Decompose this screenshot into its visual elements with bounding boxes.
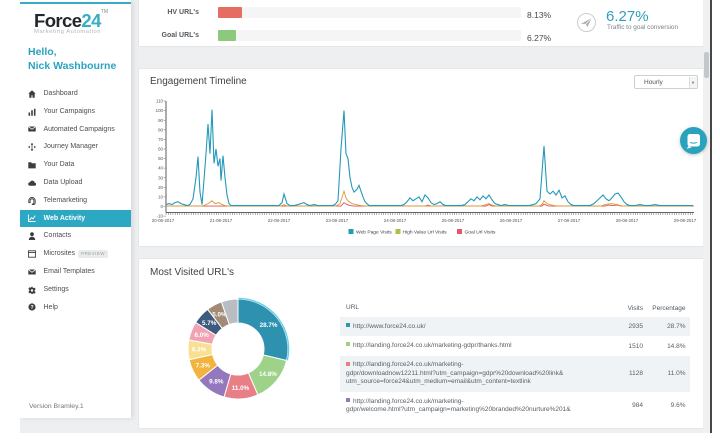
svg-text:5.7%: 5.7%: [202, 320, 217, 327]
svg-text:50: 50: [158, 156, 163, 161]
svg-text:28.7%: 28.7%: [260, 322, 278, 329]
svg-text:24-08-2017: 24-08-2017: [384, 218, 407, 223]
svg-text:Web Page Visits: Web Page Visits: [356, 230, 392, 236]
svg-text:23-08-2017: 23-08-2017: [326, 218, 349, 223]
svg-text:?: ?: [30, 305, 33, 311]
svg-text:28-08-2017: 28-08-2017: [616, 218, 639, 223]
svg-text:80: 80: [158, 127, 163, 132]
svg-text:20: 20: [158, 185, 163, 190]
svg-text:-10: -10: [157, 214, 164, 219]
svg-text:6.0%: 6.0%: [194, 332, 209, 339]
svg-text:110: 110: [156, 99, 164, 104]
svg-text:29-08-2017: 29-08-2017: [674, 218, 697, 223]
svg-text:26-08-2017: 26-08-2017: [500, 218, 523, 223]
svg-text:20-08-2017: 20-08-2017: [152, 218, 175, 223]
svg-text:100: 100: [156, 108, 164, 113]
svg-text:90: 90: [158, 118, 163, 123]
svg-text:6.3%: 6.3%: [192, 347, 207, 354]
svg-text:30: 30: [158, 175, 163, 180]
svg-text:Goal Url Visits: Goal Url Visits: [465, 230, 496, 236]
svg-text:25-08-2017: 25-08-2017: [442, 218, 465, 223]
svg-text:27-08-2017: 27-08-2017: [558, 218, 581, 223]
svg-text:High Value Url Visits: High Value Url Visits: [403, 230, 448, 236]
svg-text:21-08-2017: 21-08-2017: [210, 218, 233, 223]
svg-text:14.8%: 14.8%: [259, 371, 277, 378]
svg-text:5.0%: 5.0%: [212, 312, 227, 319]
svg-text:0: 0: [161, 204, 164, 209]
svg-text:7.3%: 7.3%: [196, 363, 211, 370]
svg-text:40: 40: [158, 166, 163, 171]
svg-text:70: 70: [158, 137, 163, 142]
svg-text:22-08-2017: 22-08-2017: [268, 218, 291, 223]
svg-text:10: 10: [158, 195, 163, 200]
svg-text:60: 60: [158, 147, 163, 152]
svg-text:9.8%: 9.8%: [209, 378, 224, 385]
svg-text:11.0%: 11.0%: [232, 385, 250, 392]
